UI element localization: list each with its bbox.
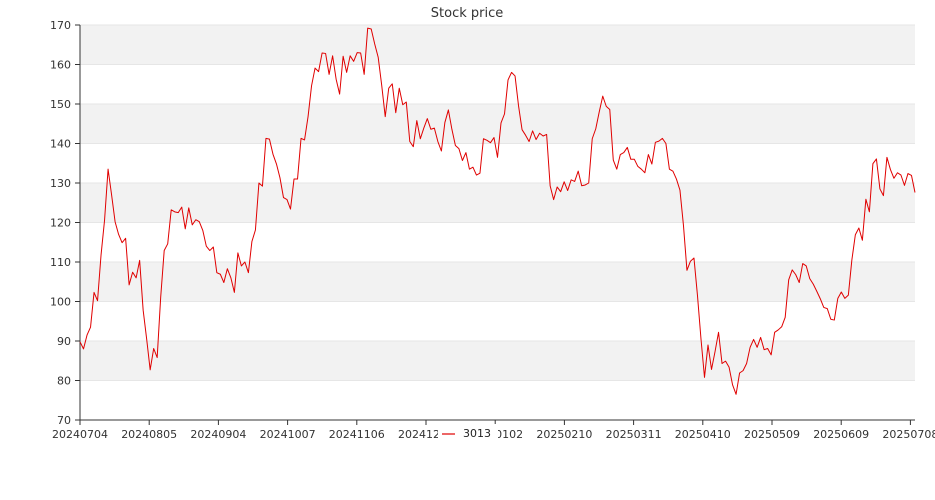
y-tick-label: 90 [57, 335, 71, 348]
y-tick-label: 160 [50, 59, 71, 72]
x-tick-label: 20250708 [882, 428, 935, 441]
x-tick-label: 20250410 [675, 428, 731, 441]
grid-band [80, 183, 915, 223]
y-tick-label: 170 [50, 19, 71, 32]
grid-band [80, 104, 915, 144]
y-tick-label: 120 [50, 217, 71, 230]
x-tick-label: 20250210 [536, 428, 592, 441]
x-tick-label: 20250509 [744, 428, 800, 441]
y-tick-label: 150 [50, 98, 71, 111]
y-axis-ticks: 70 80 90 100 110 120 130 140 150 160 170 [50, 19, 80, 427]
grid-band [80, 143, 915, 183]
series-group [79, 27, 916, 395]
y-tick-label: 80 [57, 375, 71, 388]
y-tick-label: 100 [50, 296, 71, 309]
x-tick-label: 20250311 [606, 428, 662, 441]
x-tick-label: 20250609 [813, 428, 869, 441]
x-tick-label: 20240904 [190, 428, 246, 441]
grid-band [80, 262, 915, 302]
y-tick-label: 140 [50, 138, 71, 151]
x-tick-label: 20240704 [52, 428, 108, 441]
legend-label: 3013 [463, 427, 491, 440]
grid-band [80, 341, 915, 381]
grid-band [80, 25, 915, 65]
x-tick-label: 20240805 [121, 428, 177, 441]
series-line-3013 [79, 27, 916, 395]
x-axis-ticks: 20240704 20240805 20240904 20241007 20241106… [52, 420, 935, 441]
chart-title: Stock price [431, 6, 503, 21]
grid-band [80, 301, 915, 341]
y-tick-label: 110 [50, 256, 71, 269]
y-tick-label: 70 [57, 414, 71, 427]
grid-band [80, 222, 915, 262]
grid-band [80, 64, 915, 104]
y-tick-label: 130 [50, 177, 71, 190]
grid-bands [80, 25, 915, 420]
grid-band [80, 380, 915, 420]
legend: 3013 [438, 424, 498, 442]
x-tick-label: 20241106 [329, 428, 385, 441]
legend-background [438, 424, 498, 442]
x-tick-label: 20241007 [260, 428, 316, 441]
